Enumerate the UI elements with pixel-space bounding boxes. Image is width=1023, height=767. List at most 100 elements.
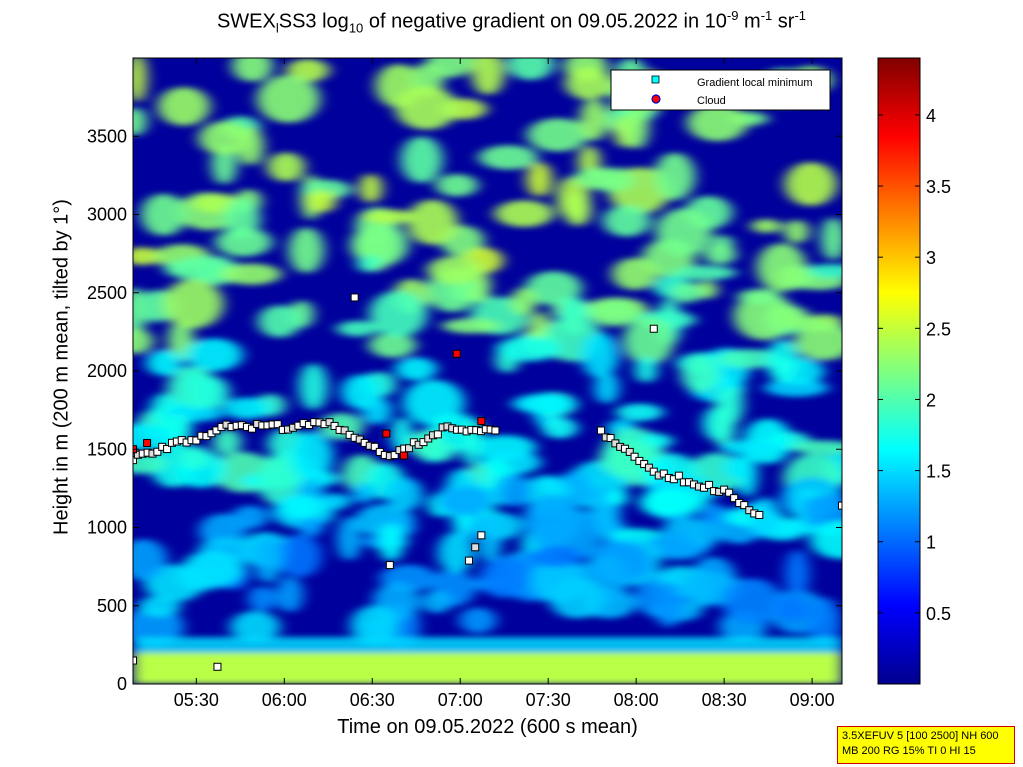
heatmap-cell (573, 167, 617, 189)
heatmap-cell (612, 257, 658, 291)
heatmap-cell (784, 162, 837, 207)
heatmap-cell (507, 58, 555, 81)
heatmap-cell (724, 456, 751, 480)
heatmap-cell (133, 247, 161, 266)
marker-point (465, 556, 474, 565)
heatmap-cell (141, 193, 187, 236)
heatmap-cell (368, 332, 417, 358)
info-line-2: MB 200 RG 15% TI 0 HI 15 (842, 745, 976, 757)
heatmap-area (133, 58, 842, 684)
marker-point (838, 501, 842, 510)
marker-point (213, 662, 222, 671)
heatmap-cell (215, 227, 272, 257)
heatmap-cell (494, 474, 532, 507)
marker-point (705, 480, 714, 489)
heatmap-cell (378, 523, 404, 562)
x-tick-label: 06:30 (350, 690, 395, 710)
heatmap-cell (810, 520, 842, 560)
heatmap-cell (531, 513, 572, 552)
heatmap-cell (230, 611, 281, 643)
heatmap-cell (527, 118, 589, 152)
legend: Gradient local minimum Cloud (610, 69, 831, 111)
x-tick-label: 08:30 (702, 690, 747, 710)
colorbar-tick-label: 3.5 (926, 177, 951, 197)
heatmap-cell (511, 287, 537, 316)
heatmap-cell (357, 255, 382, 273)
marker-point (625, 447, 634, 456)
marker-point (382, 429, 391, 438)
heatmap-cell (224, 397, 270, 420)
marker-point (630, 452, 639, 461)
heatmap-cell (756, 243, 807, 292)
heatmap-cell (541, 417, 578, 439)
heatmap-cell (681, 355, 720, 393)
heatmap-cell (671, 282, 703, 303)
heatmap-cell (223, 197, 261, 240)
heatmap-cell (530, 545, 584, 568)
colorbar-tick-label: 0.5 (926, 604, 951, 624)
heatmap-cell (133, 328, 154, 355)
heatmap-cell (623, 316, 675, 366)
marker-point (133, 456, 137, 465)
colorbar-gradient (877, 57, 921, 685)
heatmap-cell (703, 244, 737, 265)
heatmap-cell (350, 605, 399, 646)
marker-point (725, 488, 734, 497)
heatmap-cell (442, 318, 501, 334)
heatmap-cell (687, 566, 713, 610)
settings-info-box: 3.5XEFUV 5 [100 2500] NH 600 MB 200 RG 1… (837, 726, 1015, 764)
marker-point (143, 438, 152, 447)
heatmap-cell (602, 205, 651, 237)
marker-point (452, 349, 461, 358)
heatmap-cell (257, 75, 320, 123)
y-tick-label: 2000 (87, 361, 127, 381)
heatmap-cell (565, 66, 613, 100)
heatmap-cell (688, 518, 721, 548)
heatmap-cell (687, 104, 748, 142)
heatmap-cell (712, 399, 736, 449)
legend-label-gradient: Gradient local minimum (697, 77, 813, 89)
heatmap-cell (655, 208, 713, 257)
heatmap-cell (146, 349, 183, 376)
heatmap-cell (478, 513, 503, 563)
marker-point (340, 426, 349, 435)
heatmap-cell (643, 488, 705, 515)
legend-circle-marker (651, 94, 661, 104)
heatmap-cell (435, 174, 478, 197)
heatmap-cell (150, 393, 178, 430)
heatmap-cell (579, 98, 609, 141)
marker-point (248, 424, 257, 433)
heatmap-cell (615, 403, 664, 422)
heatmap-cell (594, 371, 619, 404)
marker-point (405, 444, 414, 453)
y-tick-label: 1500 (87, 439, 127, 459)
marker-point (730, 494, 739, 503)
y-tick-label: 0 (117, 674, 127, 694)
marker-point (740, 501, 749, 510)
heatmap-cell (788, 316, 827, 333)
x-tick-label: 07:00 (438, 690, 483, 710)
heatmap-cell (406, 199, 458, 245)
heatmap-cell (588, 299, 640, 327)
heatmap-cell (478, 145, 538, 170)
heatmap-cell (182, 550, 243, 587)
y-tick-label: 500 (97, 596, 127, 616)
colorbar: 0.5 1 1.5 2 2.5 3 3.5 4 (877, 57, 951, 685)
heatmap-band-base (133, 652, 842, 684)
heatmap-cell (362, 209, 415, 224)
heatmap-cell (297, 514, 324, 538)
legend-square-marker (651, 75, 660, 84)
heatmap-cell (395, 357, 437, 381)
heatmap-cell (820, 217, 842, 261)
heatmap-cell (672, 265, 737, 281)
x-tick-label: 06:00 (262, 690, 307, 710)
x-tick-label: 05:30 (174, 690, 219, 710)
x-tick-label: 09:00 (790, 690, 835, 710)
colorbar-tick-label: 3 (926, 248, 936, 268)
heatmap-cell (776, 596, 809, 622)
x-tick-label: 07:30 (526, 690, 571, 710)
heatmap-cell (807, 597, 841, 646)
marker-point (477, 417, 486, 426)
colorbar-tick-label: 1 (926, 533, 936, 553)
